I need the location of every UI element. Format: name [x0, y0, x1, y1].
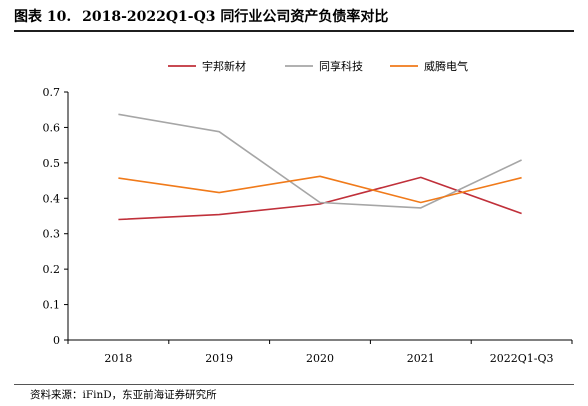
- legend-label: 威腾电气: [424, 59, 468, 73]
- x-tick-label: 2021: [407, 352, 435, 365]
- y-tick-label: 0.5: [43, 157, 61, 170]
- y-tick-label: 0.4: [43, 192, 61, 205]
- legend-label: 宇邦新材: [202, 59, 246, 73]
- series-line-1: [118, 176, 522, 221]
- line-chart: 宇邦新材 同享科技 威腾电气 0 0.1 0.2 0.3 0.4 0.5 0.6 0.7 2018 2…: [43, 59, 573, 365]
- x-tick-label: 2022Q1-Q3: [490, 352, 554, 365]
- y-tick-label: 0.7: [43, 86, 61, 99]
- x-tick-label: 2019: [205, 352, 233, 365]
- y-tick-label: 0.6: [43, 121, 61, 134]
- x-tick-label: 2020: [306, 352, 334, 365]
- plot-area: [118, 113, 522, 221]
- y-tick-label: 0.2: [43, 263, 61, 276]
- figure-title-text: 2018-2022Q1-Q3 同行业公司资产负债率对比: [82, 9, 389, 25]
- axes: 0 0.1 0.2 0.3 0.4 0.5 0.6 0.7 2018 2019 2020 2021 20…: [43, 86, 573, 365]
- x-tick-label: 2018: [104, 352, 132, 365]
- series-line-2: [118, 113, 522, 209]
- series-line-3: [118, 175, 522, 204]
- source-note: 资料来源：iFinD，东亚前海证券研究所: [30, 389, 217, 401]
- figure-number: 图表 10.: [14, 9, 72, 25]
- y-tick-label: 0.1: [43, 299, 61, 312]
- figure-title: 图表 10. 2018-2022Q1-Q3 同行业公司资产负债率对比: [14, 4, 574, 30]
- source-divider: [14, 384, 574, 385]
- y-tick-label: 0: [53, 334, 60, 347]
- title-divider: [14, 30, 574, 32]
- legend: 宇邦新材 同享科技 威腾电气: [168, 59, 468, 73]
- y-tick-label: 0.3: [43, 228, 61, 241]
- legend-label: 同享科技: [319, 59, 363, 73]
